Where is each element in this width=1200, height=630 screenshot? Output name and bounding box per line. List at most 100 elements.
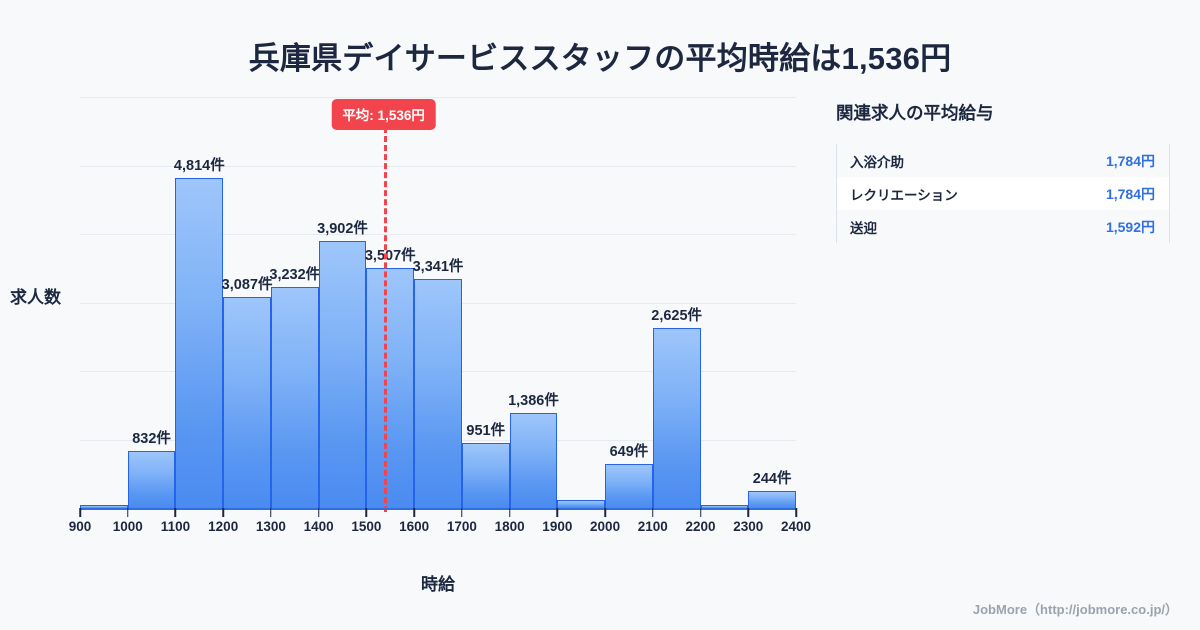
x-axis-line — [80, 508, 796, 510]
average-badge: 平均: 1,536円 — [331, 99, 436, 130]
related-salary-row[interactable]: レクリエーション 1,784円 — [837, 177, 1169, 210]
y-axis-title: 求人数 — [10, 288, 61, 307]
related-salary-table: 入浴介助 1,784円 レクリエーション 1,784円 送迎 1,592円 — [836, 144, 1170, 243]
bar-value-label: 832件 — [132, 431, 171, 448]
histogram-bar[interactable] — [127, 451, 176, 508]
x-axis-tick — [174, 508, 177, 517]
gridline — [80, 97, 796, 98]
average-line — [383, 127, 387, 512]
histogram-bar[interactable] — [605, 463, 653, 508]
x-axis-tick-label: 1100 — [160, 519, 191, 534]
bar-cell — [700, 97, 749, 508]
x-axis-tick-label: 1500 — [351, 519, 382, 534]
related-salary-row-label: レクリエーション — [850, 187, 958, 203]
bar-value-label: 951件 — [466, 422, 506, 439]
bar-value-label: 3,087件 — [221, 276, 273, 293]
x-axis-tick-label: 2100 — [637, 519, 668, 534]
related-salary-row-label: 入浴介助 — [850, 154, 904, 170]
bar-cell: 3,902件 — [317, 97, 368, 508]
histogram-bar[interactable] — [175, 178, 224, 508]
x-axis-tick-label: 2200 — [685, 519, 716, 534]
x-axis-tick-label: 1000 — [112, 519, 143, 534]
page-title: 兵庫県デイサービススタッフの平均時給は1,536円 — [248, 41, 952, 76]
x-axis-tick — [652, 508, 654, 517]
bar-cell: 832件 — [127, 97, 176, 508]
x-axis-tick — [79, 508, 81, 517]
bar-series: 832件 4,814件 3,087件 3,232件 3,902件 3,507件 3,341件… — [80, 97, 797, 508]
gridline — [80, 234, 796, 235]
histogram-bar[interactable] — [557, 499, 606, 508]
histogram-bar[interactable] — [461, 442, 510, 508]
bar-cell: 3,507件 — [364, 97, 416, 508]
bar-value-label: 2,625件 — [651, 308, 703, 325]
bar-cell — [80, 97, 128, 508]
bar-cell: 2,625件 — [651, 97, 703, 508]
x-axis-tick — [795, 508, 797, 517]
histogram-bar[interactable] — [509, 413, 558, 508]
histogram-bar[interactable] — [700, 504, 749, 508]
bar-value-label: 3,507件 — [364, 247, 416, 264]
x-axis-tick — [556, 508, 559, 517]
histogram-bar[interactable] — [366, 267, 415, 508]
x-axis-tick — [317, 508, 320, 517]
bar-value-label: 244件 — [752, 471, 792, 488]
bar-cell: 244件 — [748, 97, 797, 508]
footer-attribution: JobMore（http://jobmore.co.jp/） — [972, 602, 1178, 617]
x-axis-tick — [126, 508, 129, 517]
related-salary-title: 関連求人の平均給与 — [836, 103, 994, 123]
x-axis-tick-labels: 900 1000 1100 1200 1300 1400 1500 1600 1700 1800 1… — [69, 519, 811, 541]
bar-cell: 951件 — [461, 97, 510, 508]
x-axis-tick — [508, 508, 511, 517]
x-axis-tick-label: 1800 — [494, 519, 525, 534]
histogram-bar[interactable] — [223, 296, 271, 508]
x-axis-tick-label: 2400 — [780, 519, 812, 534]
x-axis-ticks — [79, 508, 797, 517]
histogram-bar[interactable] — [748, 491, 797, 508]
related-salary-row[interactable]: 送迎 1,592円 — [837, 210, 1169, 243]
plot-area: 832件 4,814件 3,087件 3,232件 3,902件 3,507件 3,341件… — [80, 97, 797, 512]
histogram-bar[interactable] — [80, 505, 128, 508]
x-axis-tick — [270, 508, 272, 517]
x-axis-tick — [604, 508, 606, 517]
histogram-bar[interactable] — [270, 286, 319, 508]
related-salary-row-value: 1,592円 — [1105, 218, 1155, 235]
bar-cell: 3,341件 — [412, 97, 464, 508]
bar-value-label: 649件 — [609, 443, 649, 460]
bar-cell: 3,232件 — [269, 97, 321, 508]
x-axis-tick-label: 1600 — [399, 519, 430, 534]
x-axis-tick — [413, 508, 415, 517]
histogram-bar[interactable] — [414, 279, 462, 508]
bar-value-label: 3,232件 — [269, 266, 321, 283]
histogram-bar[interactable] — [652, 328, 701, 508]
bar-value-label: 3,902件 — [317, 220, 368, 237]
x-axis-title: 時給 — [421, 575, 455, 594]
x-axis-tick-label: 1400 — [303, 519, 334, 534]
x-axis-tick — [365, 508, 368, 517]
bar-value-label: 3,341件 — [412, 259, 464, 276]
histogram-chart: 832件 4,814件 3,087件 3,232件 3,902件 3,507件 3,341件… — [0, 95, 830, 565]
bar-cell: 649件 — [605, 97, 653, 508]
related-salary-row-value: 1,784円 — [1105, 185, 1155, 202]
x-axis-tick — [699, 508, 702, 517]
x-axis-tick — [461, 508, 463, 517]
x-axis-tick-label: 1300 — [255, 519, 286, 534]
bar-cell — [557, 97, 606, 508]
related-salary-row-label: 送迎 — [850, 220, 877, 236]
gridline — [80, 165, 796, 167]
x-axis-tick-label: 2300 — [733, 519, 764, 534]
bar-cell: 1,386件 — [508, 97, 559, 508]
bar-cell: 3,087件 — [221, 97, 273, 508]
x-axis-tick-label: 1200 — [208, 519, 239, 534]
x-axis-tick-label: 900 — [68, 519, 92, 534]
x-axis-tick-label: 1700 — [446, 519, 477, 534]
related-salary-row[interactable]: 入浴介助 1,784円 — [837, 144, 1169, 177]
x-axis-tick-label: 2000 — [590, 519, 621, 534]
bar-value-label: 4,814件 — [173, 158, 225, 175]
bar-value-label: 1,386件 — [508, 393, 559, 410]
x-axis-tick — [747, 508, 750, 517]
x-axis-tick-label: 1900 — [542, 519, 573, 534]
histogram-bar[interactable] — [318, 240, 367, 508]
related-salary-panel: 関連求人の平均給与 入浴介助 1,784円 レクリエーション 1,784円 送迎 1,59… — [836, 100, 1181, 243]
bar-cell: 4,814件 — [173, 97, 225, 508]
